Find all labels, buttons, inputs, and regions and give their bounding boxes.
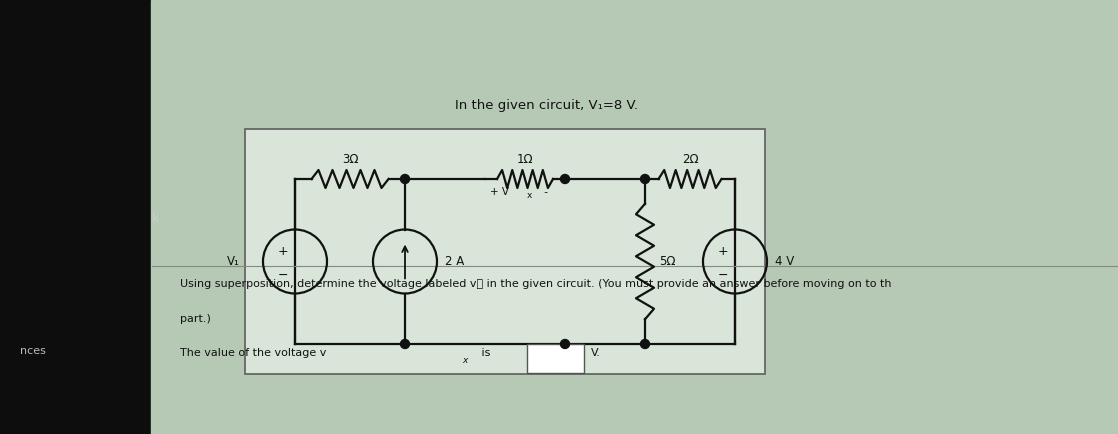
Text: k: k [152, 213, 159, 226]
Text: nces: nces [20, 346, 46, 356]
Circle shape [560, 174, 569, 184]
Circle shape [400, 339, 409, 349]
Text: V.: V. [591, 348, 600, 358]
Text: x: x [462, 356, 467, 365]
Circle shape [641, 339, 650, 349]
Text: + V: + V [490, 187, 509, 197]
Text: part.): part.) [180, 314, 211, 324]
Circle shape [641, 174, 650, 184]
FancyBboxPatch shape [245, 129, 765, 374]
Text: −: − [277, 269, 288, 282]
Text: 2 A: 2 A [445, 255, 464, 268]
Text: +: + [718, 245, 728, 258]
Text: In the given circuit, V₁=8 V.: In the given circuit, V₁=8 V. [455, 99, 638, 112]
Text: +: + [277, 245, 288, 258]
Text: is: is [479, 348, 491, 358]
Text: 3Ω: 3Ω [342, 153, 358, 166]
Text: The value of the voltage v: The value of the voltage v [180, 348, 326, 358]
Text: 1Ω: 1Ω [517, 153, 533, 166]
Text: −: − [718, 269, 728, 282]
Text: 5Ω: 5Ω [659, 255, 675, 268]
Text: -: - [541, 187, 548, 197]
Text: Using superposition, determine the voltage labeled vᶇ in the given circuit. (You: Using superposition, determine the volta… [180, 279, 891, 289]
Text: 4 V: 4 V [775, 255, 794, 268]
Circle shape [560, 339, 569, 349]
Circle shape [400, 174, 409, 184]
Text: 2Ω: 2Ω [682, 153, 699, 166]
Text: V₁: V₁ [227, 255, 240, 268]
Text: x: x [527, 191, 532, 200]
FancyBboxPatch shape [527, 344, 584, 373]
